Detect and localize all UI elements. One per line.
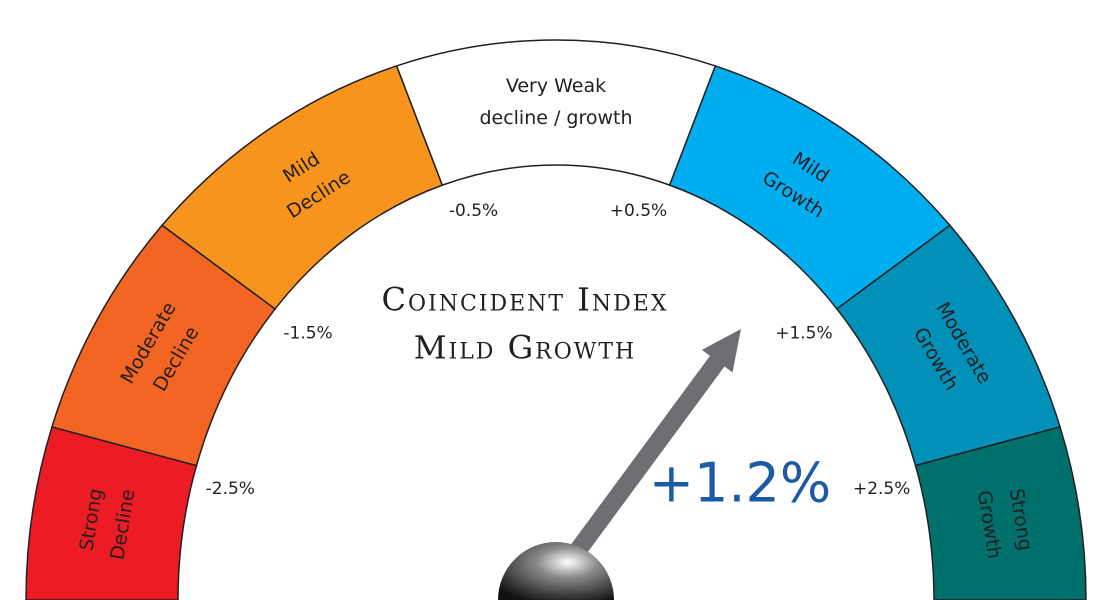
tick-label: +2.5% (853, 479, 910, 499)
chart-title: Coincident Index (381, 281, 668, 319)
value-label: +1.2% (649, 452, 831, 515)
tick-label: +0.5% (610, 201, 667, 221)
tick-label: +1.5% (775, 324, 832, 344)
segment-label: decline / growth (479, 107, 632, 129)
chart-subtitle: Mild Growth (414, 329, 637, 367)
tick-label: -1.5% (283, 324, 332, 344)
tick-label: -0.5% (449, 201, 498, 221)
segment-label: Very Weak (506, 75, 606, 97)
gauge-chart: StrongDeclineModerateDeclineMildDeclineV… (0, 0, 1112, 600)
needle-knob (498, 542, 614, 600)
tick-label: -2.5% (206, 479, 255, 499)
